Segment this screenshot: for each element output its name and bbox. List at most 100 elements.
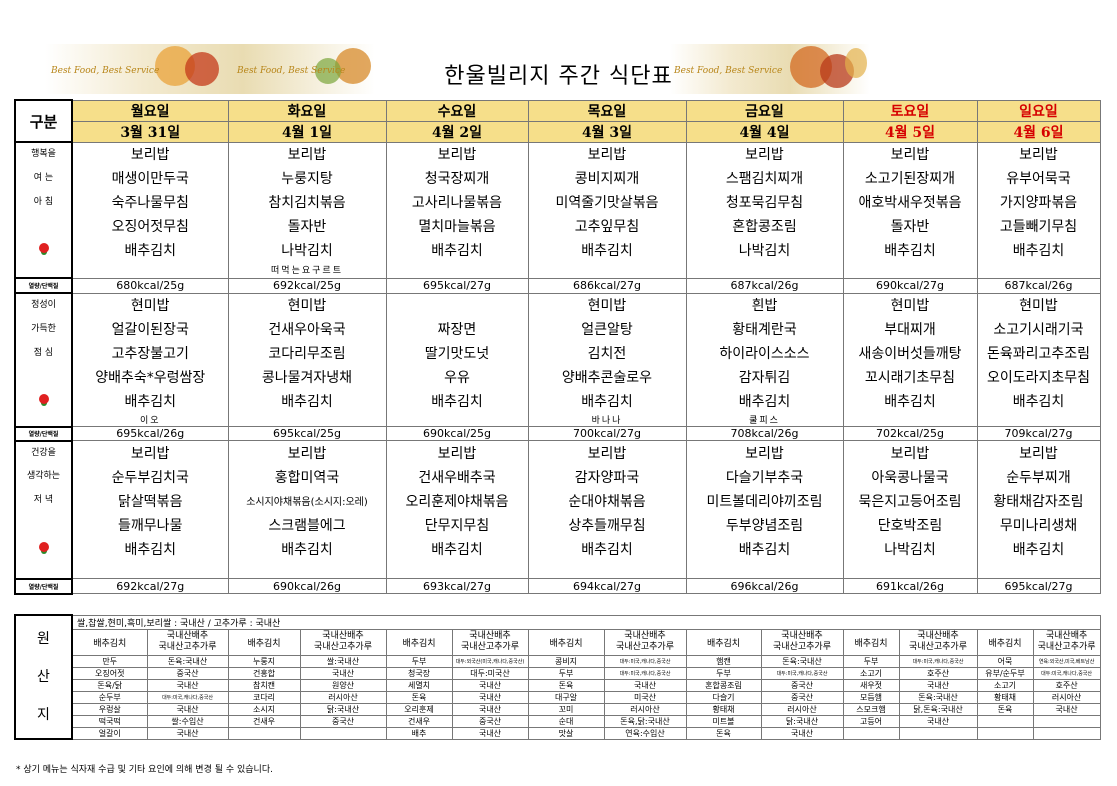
lunch-kcal-label: 열량/단백질 [14,425,73,442]
origin-ingredient: 돈육 [385,690,453,704]
origin-ingredient: 만두 [71,654,148,668]
origin-kimchi-source: 국내산배추 국내산고추가루 [760,628,844,656]
origin-kimchi-source: 국내산배추 국내산고추가루 [603,628,687,656]
origin-source: 원양산 [299,678,387,692]
breakfast-item: 배추김치 [385,238,529,262]
dinner-kcal: 691kcal/26g [842,578,978,594]
breakfast-side-label [14,214,73,238]
origin-source: 국내산 [451,702,529,716]
breakfast-kcal: 690kcal/27g [842,277,978,294]
origin-ingredient: 참치캔 [227,678,301,692]
breakfast-side-label: 아 침 [14,190,73,214]
origin-source: 쌀:국내산 [299,654,387,668]
breakfast-item [842,262,978,279]
origin-ingredient: 콩비지 [527,654,605,668]
origin-ingredient: 돈육 [685,726,762,740]
breakfast-item: 청포묵김무침 [685,190,844,214]
breakfast-item: 보리밥 [527,142,687,166]
origin-source: 돈육:국내산 [146,654,229,668]
origin-source: 러시아산 [760,702,844,716]
breakfast-side-label [14,238,73,262]
breakfast-item [976,262,1101,279]
origin-kimchi: 배추김치 [385,628,453,656]
lunch-item: 현미밥 [976,293,1101,317]
breakfast-item: 떠먹는요구르트 [227,262,387,279]
lunch-side-label [14,413,73,427]
origin-source [1032,714,1101,728]
flower-icon [38,394,49,404]
lunch-item: 현미밥 [527,293,687,317]
day-mon: 월요일 [71,99,229,122]
origin-kimchi-source: 국내산배추 국내산고추가루 [146,628,229,656]
dinner-item: 상추들깨무침 [527,512,687,537]
dinner-item: 다슬기부추국 [685,464,844,489]
lunch-item: 콩나물겨자냉채 [227,365,387,389]
origin-pepper: 국내산고추가루 [461,642,519,652]
origin-kimchi-source: 국내산배추 국내산고추가루 [299,628,387,656]
dinner-kcal: 696kcal/26g [685,578,844,594]
lunch-item: 김치전 [527,341,687,365]
origin-source: 국내산 [146,678,229,692]
origin-ingredient: 새우젓 [842,678,900,692]
date-sat: 4월 5일 [842,120,978,143]
dinner-kcal: 693kcal/27g [385,578,529,594]
origin-label-char: 산 [37,669,50,685]
origin-source: 돈육:국내산 [898,690,978,704]
header-label: 구분 [14,99,73,143]
breakfast-item: 매생이만두국 [71,166,229,190]
date-thu: 4월 3일 [527,120,687,143]
dinner-item: 건새우배추국 [385,464,529,489]
origin-source [299,726,387,740]
lunch-item: 우유 [385,365,529,389]
footnote: * 상기 메뉴는 식자재 수급 및 기타 요인에 의해 변경 될 수 있습니다. [16,765,273,775]
origin-kimchi-source: 국내산배추 국내산고추가루 [1032,628,1101,656]
origin-kimchi: 배추김치 [842,628,900,656]
origin-source: 국내산 [1032,702,1101,716]
page-title: 한울빌리지 주간 식단표 [444,64,673,89]
origin-source: 중국산 [146,666,229,680]
origin-ingredient: 오리훈제 [385,702,453,716]
origin-pepper: 국내산고추가루 [1037,642,1096,652]
origin-ingredient: 황태채 [976,690,1034,704]
dinner-side-label: 건강을 [14,440,73,465]
origin-ingredient: 순대 [527,714,605,728]
dinner-kcal: 694kcal/27g [527,578,687,594]
origin-ingredient: 다슬기 [685,690,762,704]
banner-text-2: Best Food, Best Service [237,66,346,76]
origin-ingredient: 소고기 [842,666,900,680]
breakfast-item: 고추잎무침 [527,214,687,238]
lunch-item: 꼬시래기초무침 [842,365,978,389]
origin-source: 닭,돈육:국내산 [898,702,978,716]
origin-source: 국내산 [451,690,529,704]
dinner-item [385,560,529,579]
breakfast-item [527,262,687,279]
day-fri: 금요일 [685,99,844,122]
origin-ingredient: 청국장 [385,666,453,680]
origin-source: 돈육:국내산 [760,654,844,668]
dinner-item: 황태채감자조림 [976,488,1101,513]
breakfast-item: 숙주나물무침 [71,190,229,214]
dinner-item: 배추김치 [385,536,529,561]
breakfast-side-label: 행복을 [14,142,73,166]
breakfast-item: 나박김치 [685,238,844,262]
breakfast-item: 소고기된장찌개 [842,166,978,190]
origin-ingredient: 떡국떡 [71,714,148,728]
lunch-kcal: 702kcal/25g [842,426,978,441]
lunch-item: 부대찌개 [842,317,978,341]
breakfast-item: 누룽지탕 [227,166,387,190]
breakfast-item: 콩비지찌개 [527,166,687,190]
lunch-item: 현미밥 [842,293,978,317]
flower-icon [38,243,49,253]
dinner-item: 순대야채볶음 [527,488,687,513]
breakfast-item: 혼합콩조림 [685,214,844,238]
origin-source: 국내산 [898,714,978,728]
origin-ingredient: 두부 [842,654,900,668]
dinner-item: 배추김치 [227,536,387,561]
lunch-item: 배추김치 [685,389,844,413]
origin-source: 닭:국내산 [760,714,844,728]
lunch-item: 하이라이스소스 [685,341,844,365]
origin-ingredient: 모듬햄 [842,690,900,704]
lunch-item: 바나나 [527,413,687,427]
banner-text-1: Best Food, Best Service [51,66,160,76]
